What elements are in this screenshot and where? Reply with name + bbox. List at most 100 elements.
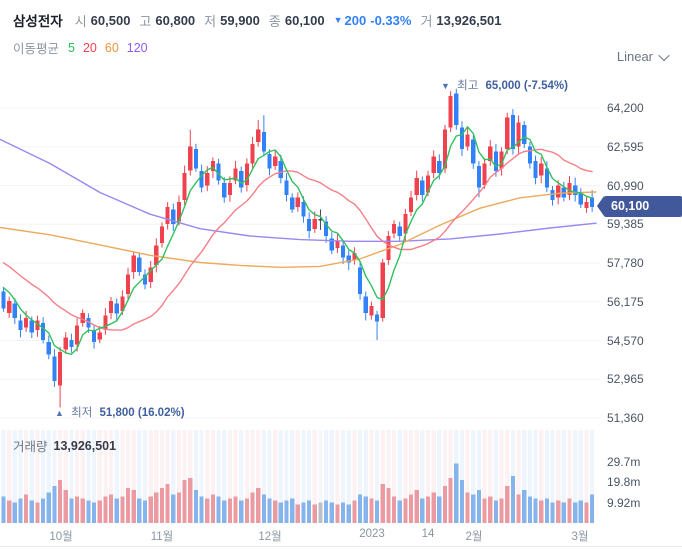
volume-column-hint [324,430,329,523]
volume-bar [41,498,46,523]
volume-column-hint [58,430,63,523]
volume-bar [375,500,380,523]
candle-body [273,156,278,166]
volume-column-hint [205,430,210,523]
ma120-line [0,138,597,242]
volume-column-hint [425,430,431,523]
ma5-legend[interactable]: 5 [68,40,75,55]
volume-bar [391,496,397,523]
volume-column-hint [114,430,119,523]
candle-body [533,161,538,178]
candle-body [324,221,329,236]
volume-bar [1,496,6,523]
volume-column-hint [590,430,595,523]
volume-bar [425,496,431,523]
volume-bar [420,498,425,523]
volume-bar [465,492,470,523]
volume-column-hint [69,430,74,523]
candle-body [380,262,385,318]
volume-bar [358,494,363,523]
volume-column-hint [80,430,85,523]
volume-bar [86,500,91,523]
volume-bar [482,498,487,523]
volume-bar [352,500,357,523]
candle-body [301,202,306,217]
volume-column-hint [380,430,385,523]
volume-bar [386,488,391,523]
volume-bar [80,498,85,523]
candle-body [505,117,510,150]
ma60-legend[interactable]: 60 [104,40,119,55]
price-axis-label: 51,360 [607,411,644,425]
candle-body [24,318,29,328]
price-axis-label: 52,965 [607,372,644,387]
candle-body [267,153,272,169]
volume-bar [159,488,165,523]
candle-body [92,330,97,343]
volume-bar [318,502,323,523]
volume-column-hint [358,430,363,523]
ma20-legend[interactable]: 20 [82,40,97,55]
volume-bar [442,486,448,523]
scale-selector-dropdown[interactable]: Linear [617,49,670,64]
candle-body [335,240,340,248]
volume-bar [284,500,289,523]
candle-body [188,146,193,171]
candle-body [363,296,368,314]
candle-body [69,339,74,347]
candle-body [29,320,34,333]
volume-column-hint [63,430,68,523]
volume-column-hint [301,430,306,523]
volume-column-hint [29,430,34,523]
volume-bar [510,475,515,523]
volume-column-hint [193,430,198,523]
candle-body [222,182,227,198]
volume-bar [493,500,498,523]
candle-body [556,185,561,198]
volume-column-hint [233,430,238,523]
volume-bar [301,502,306,523]
candle-body [244,163,249,186]
volume-column-hint [482,430,487,523]
volume-column-hint [295,430,300,523]
price-axis-label: 57,780 [607,256,644,270]
volume-axis-label: 29.7m [607,455,641,470]
volume-bar [58,479,63,523]
candle-body [148,267,153,282]
volume-bar [573,502,578,523]
volume-bar [199,496,204,523]
volume-bar [290,498,295,523]
volume-column-hint [41,430,46,523]
volume-column-hint [165,430,170,523]
volume-bar [567,498,572,523]
candle-body [18,320,23,331]
volume-bar [454,463,459,523]
volume-column-hint [24,430,29,523]
candle-body [431,156,436,174]
volume-bar [522,490,527,523]
volume-column-hint [573,430,578,523]
volume-column-hint [335,430,340,523]
volume-column-hint [278,430,283,523]
volume-bar [539,500,544,523]
volume-bar [131,490,136,523]
candle-body [471,139,476,164]
ma120-legend[interactable]: 120 [126,40,148,55]
volume-column-hint [1,430,6,523]
candle-body [46,342,51,355]
volume-bar [437,496,442,523]
volume-column-hint [46,430,51,523]
candle-body [312,219,317,229]
candle-body [408,197,414,212]
volume-column-hint [12,430,17,523]
triangle-up-icon: ▲ [55,408,64,418]
volume-column-hint [493,430,498,523]
volume-axis-label: 9.92m [607,495,641,510]
volume-column-hint [420,430,425,523]
chart-bottom-border [0,546,682,547]
volume-bar [527,496,532,523]
volume-column-hint [567,430,572,523]
volume-bar [35,502,40,523]
